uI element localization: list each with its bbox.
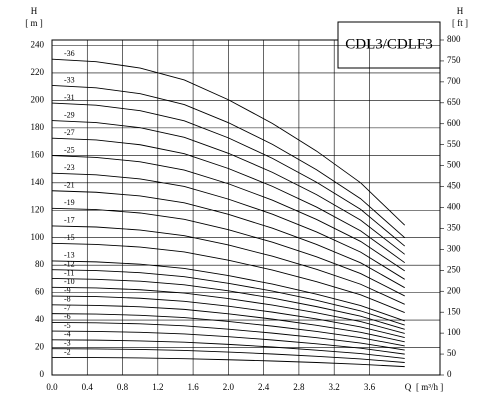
y2-tick-label: 350 bbox=[447, 223, 461, 233]
curve bbox=[51, 84, 406, 239]
x-tick-label: 1.6 bbox=[187, 382, 199, 392]
y-tick-label: 140 bbox=[31, 177, 45, 187]
plot-frame bbox=[51, 39, 441, 376]
curve bbox=[51, 278, 405, 330]
y2-tick-label: 600 bbox=[447, 118, 461, 128]
title-box bbox=[337, 21, 441, 69]
y-tick-label: 180 bbox=[31, 122, 45, 132]
curve bbox=[51, 190, 405, 289]
y-tick-label: 0 bbox=[40, 369, 45, 379]
curve bbox=[51, 155, 405, 272]
curve bbox=[51, 286, 405, 334]
curve-label: -5 bbox=[64, 321, 71, 330]
x-tick-label: 1.2 bbox=[152, 382, 163, 392]
y2-tick-label: 150 bbox=[447, 306, 461, 316]
x-tick-label: 3.6 bbox=[364, 382, 376, 392]
y2-tick-label: 400 bbox=[447, 202, 461, 212]
curve bbox=[51, 207, 405, 297]
x-tick-label: 0.8 bbox=[117, 382, 129, 392]
curve-label: -3 bbox=[64, 338, 71, 347]
curve-label: -9 bbox=[64, 286, 71, 295]
y-axis-label: H bbox=[31, 6, 38, 16]
y-tick-label: 200 bbox=[31, 94, 45, 104]
x-tick-label: 2.8 bbox=[293, 382, 305, 392]
curve-label: -21 bbox=[64, 181, 75, 190]
y2-tick-label: 750 bbox=[447, 55, 461, 65]
curve-label: -4 bbox=[64, 330, 71, 339]
curve bbox=[51, 242, 405, 313]
y2-tick-label: 300 bbox=[447, 243, 461, 253]
y2-tick-label: 550 bbox=[447, 139, 461, 149]
curve-label: -13 bbox=[64, 251, 75, 260]
curve bbox=[51, 137, 405, 264]
curve-label: -23 bbox=[64, 163, 75, 172]
x-tick-label: 0.4 bbox=[82, 382, 94, 392]
x-tick-label: 3.2 bbox=[329, 382, 340, 392]
curve bbox=[51, 58, 406, 226]
y2-tick-label: 250 bbox=[447, 264, 461, 274]
y2-axis-label: H bbox=[457, 6, 464, 16]
curve-label: -10 bbox=[64, 277, 75, 286]
curve-label: -33 bbox=[64, 75, 75, 84]
x-axis-unit: [ m³/h ] bbox=[416, 382, 443, 392]
y2-tick-label: 0 bbox=[447, 369, 452, 379]
curve bbox=[51, 356, 405, 368]
chart-title: CDL3/CDLF3 bbox=[345, 36, 433, 52]
x-tick-label: 0.0 bbox=[46, 382, 58, 392]
curve bbox=[51, 321, 405, 351]
y2-tick-label: 100 bbox=[447, 327, 461, 337]
y2-axis-unit: [ ft ] bbox=[452, 18, 468, 28]
y2-tick-label: 800 bbox=[447, 34, 461, 44]
curve-label: -12 bbox=[64, 260, 75, 269]
curve-label: -11 bbox=[64, 268, 74, 277]
curve bbox=[51, 330, 405, 355]
x-tick-label: 2.0 bbox=[223, 382, 235, 392]
curve-label: -25 bbox=[64, 145, 75, 154]
y-tick-label: 160 bbox=[31, 149, 45, 159]
y-tick-label: 40 bbox=[35, 314, 45, 324]
curve bbox=[51, 295, 405, 338]
curve-label: -29 bbox=[64, 110, 75, 119]
curve bbox=[51, 172, 405, 280]
curve-label: -6 bbox=[64, 312, 71, 321]
y-tick-label: 240 bbox=[31, 40, 45, 50]
y2-tick-label: 50 bbox=[447, 348, 457, 358]
curve bbox=[51, 260, 405, 322]
curve bbox=[51, 348, 405, 363]
y2-tick-label: 700 bbox=[447, 76, 461, 86]
curve-label: -15 bbox=[64, 233, 75, 242]
y2-tick-label: 500 bbox=[447, 160, 461, 170]
curve-label: -19 bbox=[64, 198, 75, 207]
curve-label: -36 bbox=[64, 49, 75, 58]
x-tick-label: 2.4 bbox=[258, 382, 270, 392]
curve bbox=[51, 313, 405, 347]
x-axis-label: Q bbox=[405, 382, 412, 392]
curve-label: -31 bbox=[64, 93, 75, 102]
y2-tick-label: 450 bbox=[447, 181, 461, 191]
curve-label: -2 bbox=[64, 347, 71, 356]
curve bbox=[51, 120, 406, 255]
y-tick-label: 60 bbox=[35, 287, 45, 297]
curve bbox=[51, 269, 405, 326]
y-tick-label: 80 bbox=[35, 259, 45, 269]
curve bbox=[51, 339, 405, 359]
y-tick-label: 220 bbox=[31, 67, 45, 77]
y-tick-label: 100 bbox=[31, 232, 45, 242]
curve bbox=[51, 102, 406, 247]
y-tick-label: 120 bbox=[31, 204, 45, 214]
curve-label: -7 bbox=[64, 303, 71, 312]
y2-tick-label: 650 bbox=[447, 97, 461, 107]
curve bbox=[51, 225, 405, 305]
curve-label: -17 bbox=[64, 216, 75, 225]
curve bbox=[51, 304, 405, 343]
y-tick-label: 20 bbox=[35, 342, 45, 352]
curve-label: -8 bbox=[64, 295, 71, 304]
curve-label: -27 bbox=[64, 128, 75, 137]
y2-tick-label: 200 bbox=[447, 285, 461, 295]
y-axis-unit: [ m ] bbox=[25, 18, 43, 28]
